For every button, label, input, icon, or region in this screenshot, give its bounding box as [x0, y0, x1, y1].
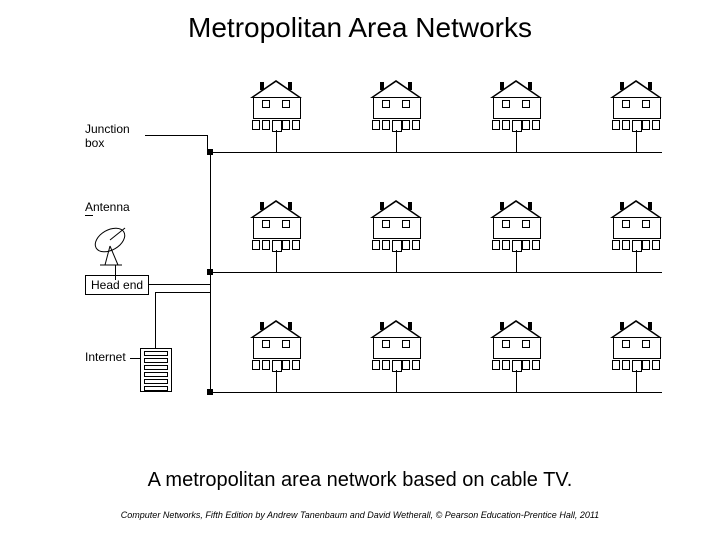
server-icon [140, 348, 172, 392]
drop-cable [276, 130, 277, 152]
man-diagram: Junction box Antenna Head end Internet [30, 60, 690, 460]
cable-line [115, 265, 116, 280]
page-title: Metropolitan Area Networks [0, 12, 720, 44]
drop-cable [396, 130, 397, 152]
cable-line [210, 392, 662, 393]
caption: A metropolitan area network based on cab… [0, 469, 720, 492]
house-icon [490, 320, 542, 370]
house-icon [490, 80, 542, 130]
drop-cable [276, 370, 277, 392]
cable-line [210, 152, 211, 392]
cable-line [145, 135, 207, 136]
drop-cable [276, 250, 277, 272]
drop-cable [516, 370, 517, 392]
drop-cable [396, 370, 397, 392]
diagram-label: Antenna [85, 200, 130, 214]
drop-cable [636, 250, 637, 272]
drop-cable [396, 250, 397, 272]
house-icon [250, 80, 302, 130]
cable-line [130, 358, 140, 359]
diagram-label: Internet [85, 350, 126, 364]
house-icon [490, 200, 542, 250]
house-icon [610, 200, 662, 250]
diagram-label: Head end [85, 275, 149, 295]
cable-line [210, 272, 662, 273]
drop-cable [516, 130, 517, 152]
cable-line [155, 292, 210, 293]
drop-cable [516, 250, 517, 272]
antenna-icon [90, 220, 140, 270]
house-icon [610, 320, 662, 370]
house-icon [250, 200, 302, 250]
cable-line [148, 284, 210, 285]
house-icon [370, 320, 422, 370]
cable-line [210, 152, 662, 153]
house-icon [250, 320, 302, 370]
cable-line [85, 215, 93, 216]
cable-line [207, 135, 208, 149]
house-icon [370, 200, 422, 250]
drop-cable [636, 130, 637, 152]
house-icon [370, 80, 422, 130]
cable-line [155, 292, 156, 348]
footer-citation: Computer Networks, Fifth Edition by Andr… [0, 510, 720, 520]
diagram-label: Junction box [85, 122, 130, 150]
house-icon [610, 80, 662, 130]
drop-cable [636, 370, 637, 392]
